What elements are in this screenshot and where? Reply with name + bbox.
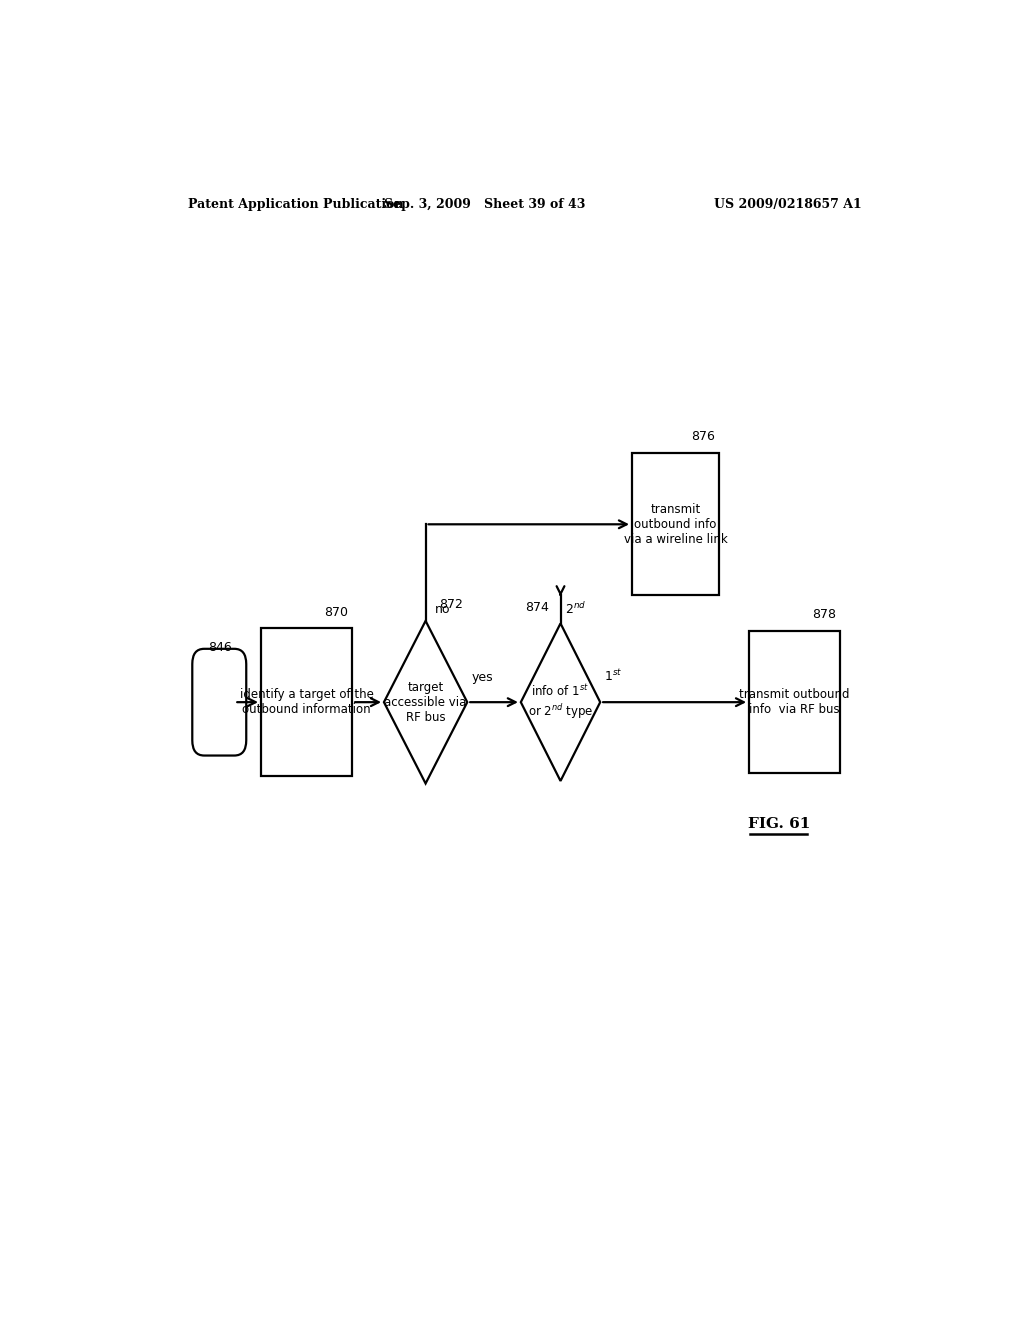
FancyBboxPatch shape xyxy=(193,649,246,755)
Text: target
accessible via
RF bus: target accessible via RF bus xyxy=(384,681,467,723)
Text: 2$^{nd}$: 2$^{nd}$ xyxy=(565,602,587,618)
Text: info of 1$^{st}$
or 2$^{nd}$ type: info of 1$^{st}$ or 2$^{nd}$ type xyxy=(527,684,593,721)
Text: transmit outbound
info  via RF bus: transmit outbound info via RF bus xyxy=(739,688,850,717)
Text: 846: 846 xyxy=(208,642,231,655)
Text: identify a target of the
outbound information: identify a target of the outbound inform… xyxy=(240,688,374,717)
Text: no: no xyxy=(435,603,451,615)
Text: 878: 878 xyxy=(812,609,837,622)
Text: 870: 870 xyxy=(325,606,348,619)
Text: transmit
outbound info
via a wireline link: transmit outbound info via a wireline li… xyxy=(624,503,727,545)
Text: yes: yes xyxy=(471,671,493,684)
Text: Patent Application Publication: Patent Application Publication xyxy=(187,198,403,211)
Bar xyxy=(749,631,841,774)
Bar xyxy=(261,628,352,776)
Text: FIG. 61: FIG. 61 xyxy=(748,817,810,832)
Text: US 2009/0218657 A1: US 2009/0218657 A1 xyxy=(715,198,862,211)
Text: Sep. 3, 2009   Sheet 39 of 43: Sep. 3, 2009 Sheet 39 of 43 xyxy=(384,198,586,211)
Bar xyxy=(632,453,719,595)
Text: 872: 872 xyxy=(439,598,463,611)
Text: 1$^{st}$: 1$^{st}$ xyxy=(604,668,623,684)
Polygon shape xyxy=(521,623,600,781)
Text: 874: 874 xyxy=(524,601,549,614)
Text: 876: 876 xyxy=(691,430,715,444)
Polygon shape xyxy=(384,620,467,784)
